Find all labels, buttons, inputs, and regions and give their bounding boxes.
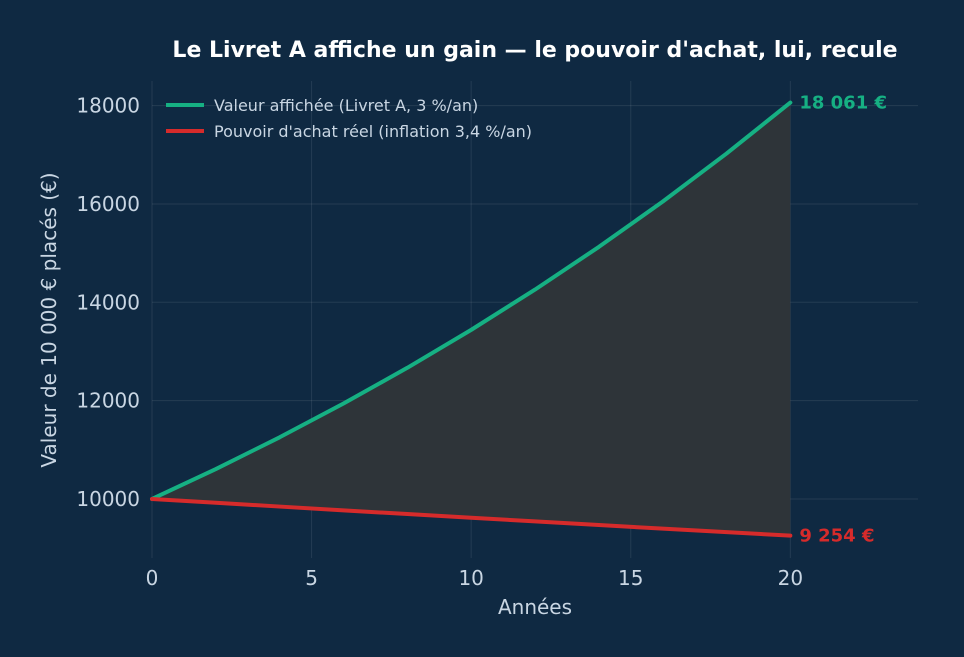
y-tick-label: 12000 (76, 389, 140, 413)
x-tick-label: 0 (146, 566, 159, 590)
series-line-2 (150, 496, 793, 538)
tick-labels: 0 5 10 15 20 10000 12000 14000 16000 18000 (76, 94, 803, 590)
y-tick-label: 16000 (76, 192, 140, 216)
end-label-series-1: 18 061 € (799, 93, 887, 114)
x-tick-label: 15 (618, 566, 643, 590)
legend-entry-series-2: Pouvoir d'achat réel (inflation 3,4 %/an… (214, 122, 532, 141)
chart-title: Le Livret A affiche un gain — le pouvoir… (172, 38, 897, 63)
legend: Valeur affichée (Livret A, 3 %/an) Pouvoi… (166, 96, 532, 141)
end-label-series-2: 9 254 € (799, 526, 874, 547)
x-axis-label: Années (498, 595, 572, 619)
series-lines (150, 100, 793, 538)
y-axis-label: Valeur de 10 000 € placés (€) (37, 172, 61, 467)
end-labels: 18 061 € 9 254 € (799, 93, 887, 547)
x-tick-label: 5 (305, 566, 318, 590)
y-tick-label: 10000 (76, 487, 140, 511)
fill-between-area (152, 102, 791, 536)
x-tick-label: 10 (458, 566, 483, 590)
legend-entry-series-1: Valeur affichée (Livret A, 3 %/an) (214, 96, 478, 115)
fill-between-path (152, 102, 791, 536)
series-line-1 (150, 100, 793, 501)
y-tick-label: 18000 (76, 94, 140, 118)
y-tick-label: 14000 (76, 290, 140, 314)
x-tick-label: 20 (778, 566, 803, 590)
